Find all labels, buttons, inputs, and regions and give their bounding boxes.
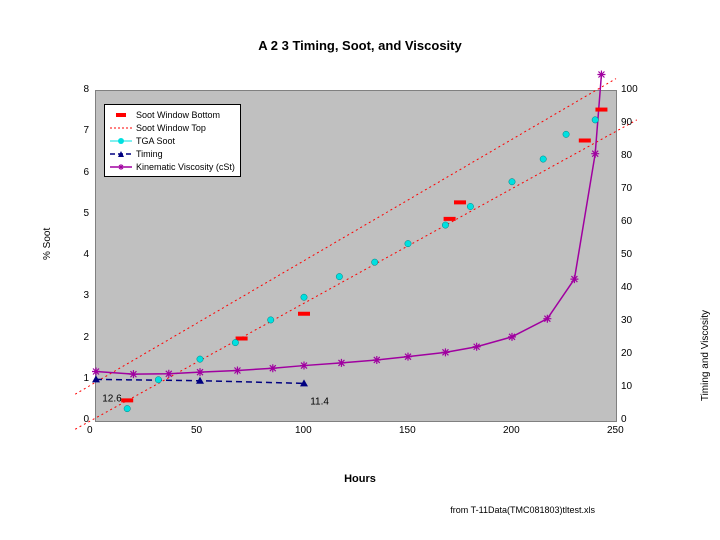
y-right-tick: 80 (621, 150, 632, 161)
y-left-tick: 5 (69, 208, 89, 219)
y-right-tick: 30 (621, 315, 632, 326)
y-right-tick: 10 (621, 381, 632, 392)
legend-swatch (110, 149, 132, 159)
y-left-tick: 8 (69, 84, 89, 95)
legend-swatch (110, 162, 132, 172)
x-tick: 250 (607, 425, 624, 436)
x-tick: 150 (399, 425, 416, 436)
legend-label: Soot Window Bottom (136, 110, 220, 120)
y-left-tick: 4 (69, 249, 89, 260)
legend-item: Kinematic Viscosity (cSt) (110, 160, 235, 173)
y-right-tick: 0 (621, 414, 627, 425)
legend-label: Timing (136, 149, 163, 159)
x-tick: 100 (295, 425, 312, 436)
y-axis-right-label: Timing and Viscosity (700, 310, 711, 401)
y-right-tick: 70 (621, 183, 632, 194)
y-left-tick: 3 (69, 290, 89, 301)
x-tick: 50 (191, 425, 202, 436)
legend: Soot Window Bottom Soot Window Top TGA Soo… (104, 104, 241, 177)
legend-label: TGA Soot (136, 136, 175, 146)
legend-item: Soot Window Bottom (110, 108, 235, 121)
legend-label: Kinematic Viscosity (cSt) (136, 162, 235, 172)
legend-item: Timing (110, 147, 235, 160)
legend-label: Soot Window Top (136, 123, 206, 133)
y-left-tick: 7 (69, 125, 89, 136)
chart-title: A 2 3 Timing, Soot, and Viscosity (0, 38, 720, 53)
legend-swatch (110, 136, 132, 146)
y-right-tick: 60 (621, 216, 632, 227)
x-tick: 0 (87, 425, 93, 436)
y-left-tick: 1 (69, 373, 89, 384)
y-right-tick: 20 (621, 348, 632, 359)
svg-text:11.4: 11.4 (310, 397, 329, 408)
y-axis-left-label: % Soot (42, 228, 53, 260)
y-left-tick: 0 (69, 414, 89, 425)
legend-item: TGA Soot (110, 134, 235, 147)
svg-text:12.6: 12.6 (102, 393, 122, 404)
x-axis-label: Hours (0, 473, 720, 485)
y-right-tick: 50 (621, 249, 632, 260)
x-tick: 200 (503, 425, 520, 436)
y-left-tick: 6 (69, 167, 89, 178)
footer-text: from T-11Data(TMC081803)tltest.xls (450, 505, 595, 515)
y-right-tick: 40 (621, 282, 632, 293)
y-left-tick: 2 (69, 332, 89, 343)
legend-swatch (110, 110, 132, 120)
y-right-tick: 100 (621, 84, 638, 95)
legend-swatch (110, 123, 132, 133)
y-right-tick: 90 (621, 117, 632, 128)
legend-item: Soot Window Top (110, 121, 235, 134)
